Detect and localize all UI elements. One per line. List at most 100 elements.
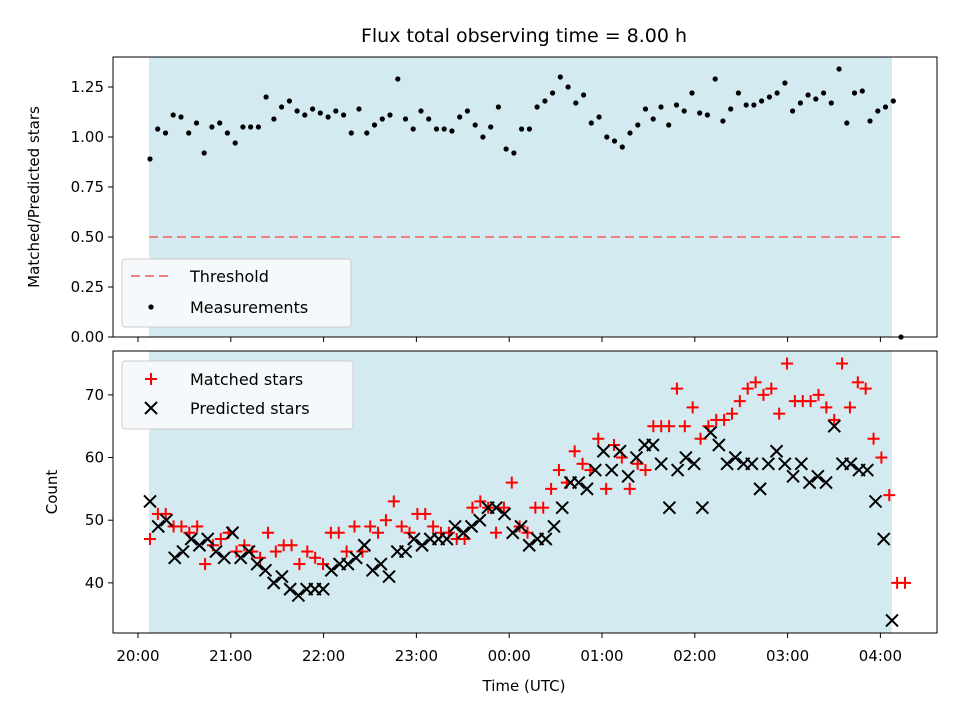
measurement-point	[193, 120, 200, 126]
predicted-star-point	[201, 532, 215, 546]
measurement-point	[387, 112, 393, 118]
matched-star-point	[875, 451, 888, 464]
bottom-axes-frame	[112, 350, 938, 634]
legend-predicted-swatch	[144, 401, 158, 415]
measurement-point	[433, 126, 440, 132]
measurement-point	[673, 102, 680, 108]
predicted-star-point	[786, 469, 800, 484]
measurement-point	[488, 124, 494, 130]
measurement-point	[604, 134, 610, 140]
top-chart-title: Flux total observing time = 8.00 h	[361, 25, 687, 47]
matched-star-point	[843, 401, 856, 414]
measurement-point	[844, 120, 850, 126]
matched-star-point	[851, 376, 864, 389]
predicted-star-point	[357, 538, 372, 552]
measurement-point	[743, 102, 749, 108]
measurement-point	[666, 122, 672, 128]
matched-star-point	[663, 420, 676, 433]
matched-star-point	[820, 401, 833, 414]
top-legend: Threshold Measurements	[121, 258, 352, 328]
predicted-star-point	[877, 532, 891, 546]
y-tick-label: 0.75	[71, 178, 104, 196]
predicted-star-point	[233, 551, 248, 565]
legend-measurements-label: Measurements	[190, 298, 308, 317]
predicted-star-point	[365, 563, 380, 578]
matched-star-point	[364, 520, 377, 533]
measurement-point	[255, 124, 261, 130]
measurement-point	[371, 122, 378, 128]
matched-star-point	[678, 420, 691, 433]
matched-stars-points	[144, 357, 911, 589]
matched-star-point	[301, 545, 314, 558]
measurement-point	[581, 92, 587, 98]
measurement-point	[851, 90, 858, 96]
matched-star-point	[144, 533, 156, 545]
measurement-point	[162, 130, 169, 136]
measurement-point	[642, 106, 649, 112]
predicted-star-point	[448, 519, 462, 534]
measurement-point	[534, 104, 540, 110]
predicted-star-point	[522, 538, 536, 552]
matched-star-point	[733, 395, 746, 408]
matched-star-point	[269, 545, 282, 558]
matched-star-point	[899, 576, 911, 589]
y-tick-label: 0.00	[71, 328, 104, 346]
predicted-star-point	[621, 469, 635, 484]
measurement-point	[828, 100, 834, 106]
measurement-point	[759, 98, 765, 104]
matched-star-point	[859, 382, 872, 395]
measurement-point	[217, 120, 223, 126]
matched-star-point	[600, 482, 613, 495]
predicted-star-point	[209, 544, 223, 559]
measurement-point	[735, 90, 742, 96]
y-tick-label: 1.25	[71, 78, 104, 96]
x-tick-label: 01:00	[580, 647, 623, 665]
matched-star-point	[521, 526, 534, 539]
matched-star-point	[608, 439, 621, 451]
matched-star-point	[741, 382, 754, 395]
matched-star-point	[639, 464, 652, 477]
measurement-point	[186, 130, 192, 136]
measurement-point	[279, 104, 285, 110]
predicted-star-point	[679, 450, 693, 465]
legend-predicted-label: Predicted stars	[190, 399, 310, 418]
matched-star-point	[694, 432, 707, 445]
measurement-point	[790, 108, 796, 114]
predicted-star-point	[885, 613, 899, 628]
predicted-star-point	[283, 582, 297, 596]
measurement-point	[689, 90, 695, 96]
measurement-point	[712, 76, 718, 82]
measurement-point	[364, 130, 370, 136]
bottom-panel: 40 50 60 70 20:00 21:00 22:00 23:00 00:00 01:00 0…	[43, 350, 938, 695]
x-tick-label: 04:00	[859, 647, 902, 665]
predicted-star-point	[506, 526, 520, 540]
top-y-ticks: 0.00 0.25 0.50 0.75 1.00 1.25	[71, 78, 113, 346]
predicted-star-point	[654, 457, 668, 471]
predicted-star-point	[225, 526, 240, 540]
predicted-star-point	[539, 532, 553, 546]
x-tick-label: 23:00	[395, 647, 438, 665]
measurement-point	[170, 112, 176, 118]
matched-star-point	[836, 357, 849, 370]
measurement-point	[333, 108, 339, 114]
x-tick-label: 02:00	[673, 647, 716, 665]
matched-star-point	[175, 520, 188, 533]
matched-star-point	[828, 413, 841, 426]
matched-star-point	[757, 388, 770, 401]
predicted-star-point	[588, 463, 602, 477]
measurement-point	[635, 122, 641, 128]
measurement-point	[697, 110, 703, 116]
measurement-point	[550, 90, 556, 96]
measurement-point	[720, 118, 726, 124]
y-tick-label: 60	[85, 449, 104, 467]
y-tick-label: 50	[85, 511, 104, 529]
top-measurement-points	[147, 66, 904, 340]
top-axes-frame	[112, 56, 938, 338]
measurement-point	[774, 90, 780, 96]
measurement-point	[813, 96, 819, 102]
measurement-point	[155, 126, 161, 132]
matched-star-point	[749, 376, 762, 389]
measurement-point	[271, 116, 277, 122]
measurement-point	[511, 150, 517, 156]
